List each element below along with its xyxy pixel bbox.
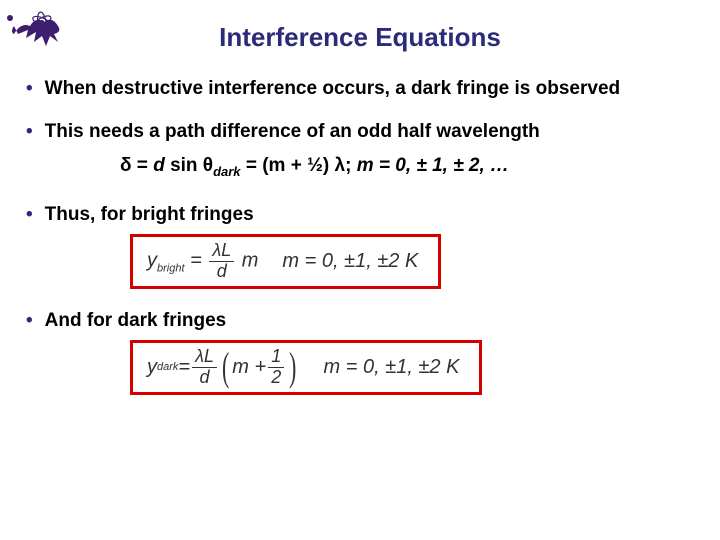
bullet-item: • And for dark fringes [0,303,720,338]
fraction: λLd [209,241,234,282]
bullet-item: • Thus, for bright fringes [0,197,720,232]
eq-part: m + [232,356,266,379]
eq-part: sin θ [165,155,213,176]
eq-part: λL [209,241,234,262]
eq-part: λL [192,347,217,368]
eq-part: y [147,250,157,272]
bullet-dot-icon: • [26,77,45,100]
eq-part: 1 [268,347,284,368]
eq-part: d [197,368,213,388]
eq-part: δ = [120,155,153,176]
bullet-text: Thus, for bright fringes [45,203,254,226]
eq-part: m [236,250,258,272]
eq-part: y [147,356,157,379]
slide-title: Interference Equations [0,0,720,71]
fraction: 12 [268,347,284,388]
fraction: λLd [192,347,217,388]
bullet-dot-icon: • [26,309,45,332]
bullet-dot-icon: • [26,203,45,226]
bullet-text: When destructive interference occurs, a … [45,77,620,100]
eq-subscript: dark [157,361,178,373]
equation-delta: δ = d sin θdark = (m + ½) λ; m = 0, ± 1,… [0,149,720,189]
eq-bright-mvals: m = 0, ±1, ±2 K [282,250,418,273]
slide-logo [6,4,66,59]
eq-subscript: bright [157,263,185,275]
paren-right-icon: ) [289,349,296,385]
eq-part: d [153,155,165,176]
bullet-dot-icon: • [26,120,45,143]
eq-subscript: dark [213,164,240,179]
equation-dark-box: ydark = λLd(m + 12) m = 0, ±1, ±2 K [130,340,482,395]
bullet-text: And for dark fringes [45,309,227,332]
eq-dark-mvals: m = 0, ±1, ±2 K [324,356,460,379]
bullet-text: This needs a path difference of an odd h… [45,120,540,143]
equation-bright-box: ybright = λLd m m = 0, ±1, ±2 K [130,234,441,289]
eq-part: m = 0, ± 1, ± 2, … [357,155,509,176]
eq-dark-lhs: ydark = λLd(m + 12) [147,347,300,388]
paren-left-icon: ( [222,349,229,385]
eq-part: d [214,262,230,282]
bullet-item: • When destructive interference occurs, … [0,71,720,106]
eq-part: = [178,356,190,379]
eq-part: 2 [268,368,284,388]
eq-part: = (m + ½) λ; [241,155,352,176]
eq-bright-lhs: ybright = λLd m [147,241,258,282]
eq-part: = [185,250,208,272]
bullet-item: • This needs a path difference of an odd… [0,114,720,149]
